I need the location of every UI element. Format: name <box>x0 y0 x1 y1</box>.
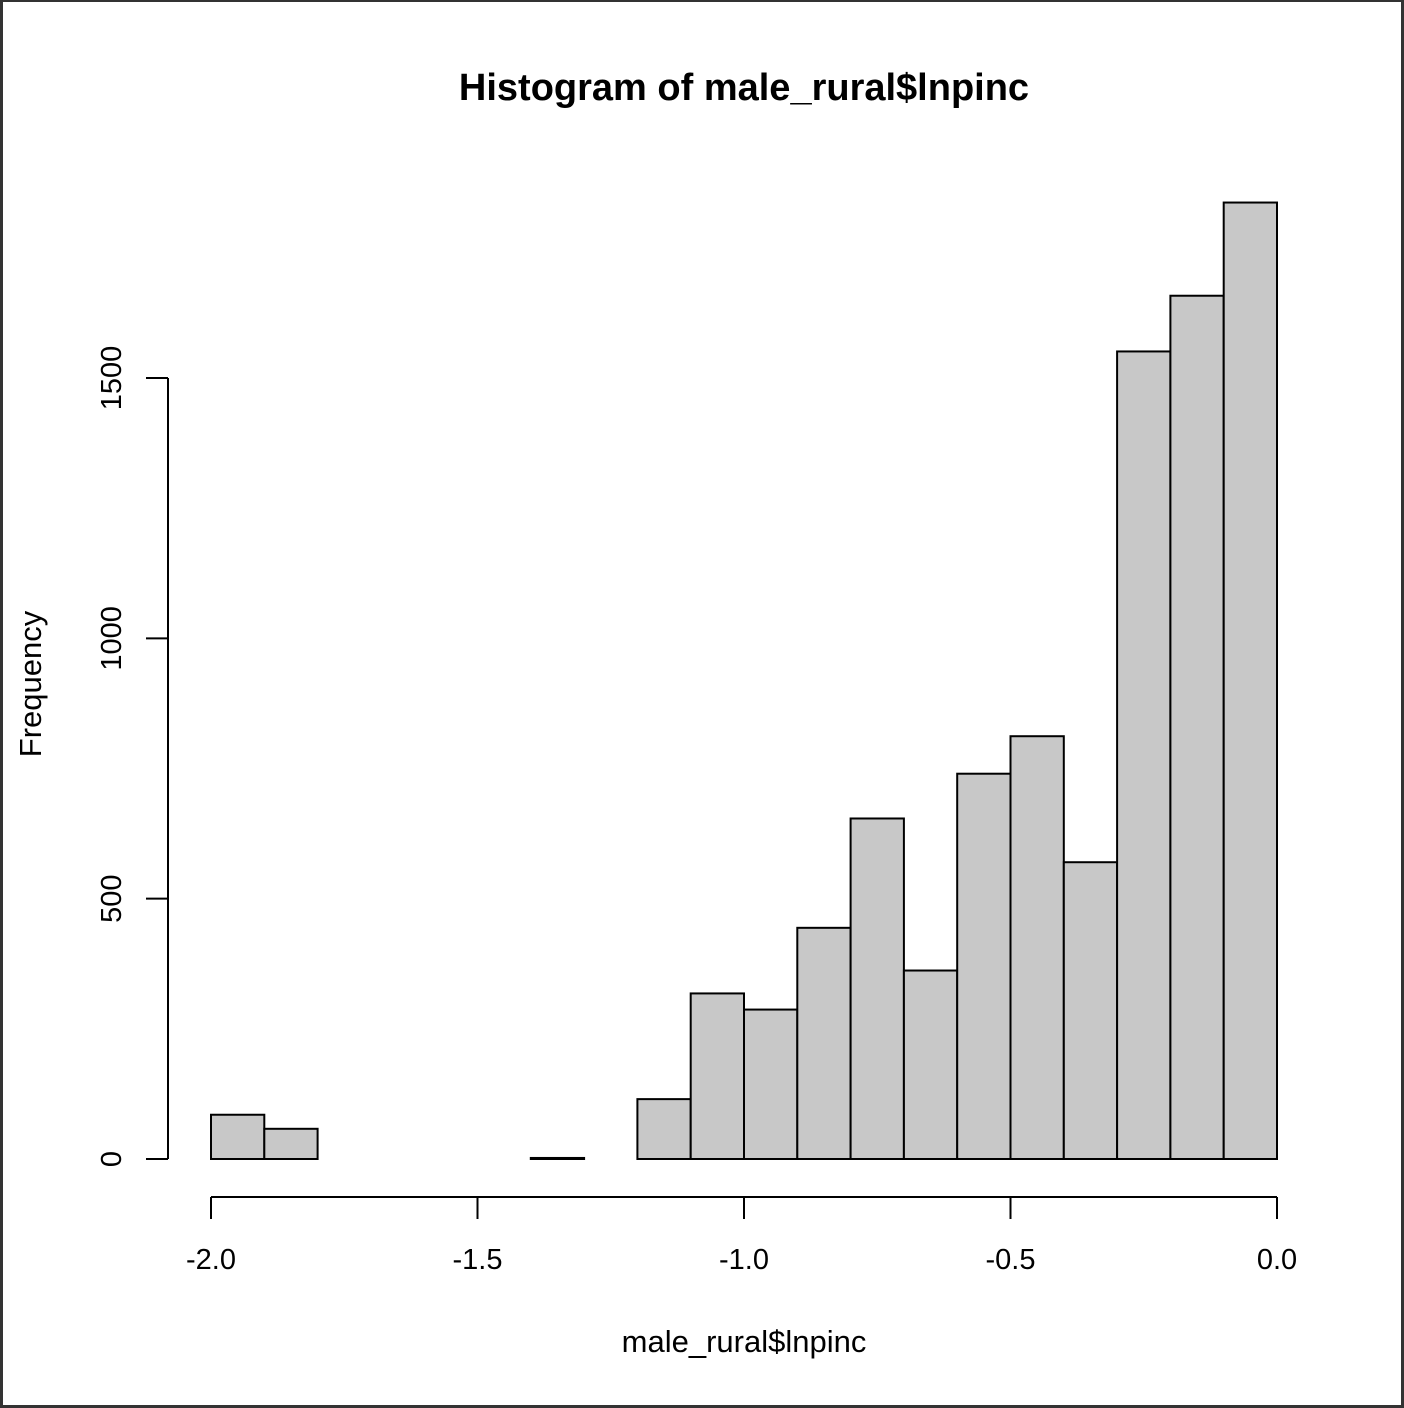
histogram-bar <box>210 1113 266 1160</box>
histogram-bar <box>849 817 905 1160</box>
y-tick-label: 1000 <box>96 606 128 671</box>
histogram-bar <box>956 772 1012 1160</box>
y-axis-label: Frequency <box>13 610 48 757</box>
x-tick-label: -0.5 <box>986 1244 1036 1276</box>
histogram-bar <box>1009 735 1065 1161</box>
histogram-bar <box>1062 861 1119 1160</box>
histogram-bar <box>743 1008 799 1160</box>
y-tick-label: 0 <box>96 1151 128 1167</box>
histogram-bar <box>1169 294 1225 1160</box>
histogram-bar <box>529 1156 586 1160</box>
bars-group <box>210 201 1278 1161</box>
histogram-bar <box>796 926 852 1160</box>
histogram-bar <box>902 969 959 1161</box>
y-tick-label: 1500 <box>96 346 128 411</box>
histogram-bar <box>1222 201 1278 1160</box>
chart-title: Histogram of male_rural$lnpinc <box>459 67 1029 109</box>
histogram-svg: Histogram of male_rural$lnpinc 0 500 1000 1… <box>13 67 1297 1359</box>
x-tick-label: 0.0 <box>1257 1244 1297 1276</box>
y-axis: 0 500 1000 1500 <box>96 346 169 1167</box>
histogram-bar <box>263 1127 319 1161</box>
x-tick-label: -1.5 <box>453 1244 503 1276</box>
y-tick-label: 500 <box>96 874 128 922</box>
histogram-bar <box>689 992 746 1160</box>
x-axis-label: male_rural$lnpinc <box>622 1324 867 1359</box>
histogram-bar <box>636 1098 692 1160</box>
x-tick-label: -1.0 <box>719 1244 769 1276</box>
x-axis: -2.0 -1.5 -1.0 -0.5 0.0 <box>186 1196 1297 1276</box>
x-tick-label: -2.0 <box>186 1244 236 1276</box>
histogram-bar <box>1116 350 1172 1161</box>
